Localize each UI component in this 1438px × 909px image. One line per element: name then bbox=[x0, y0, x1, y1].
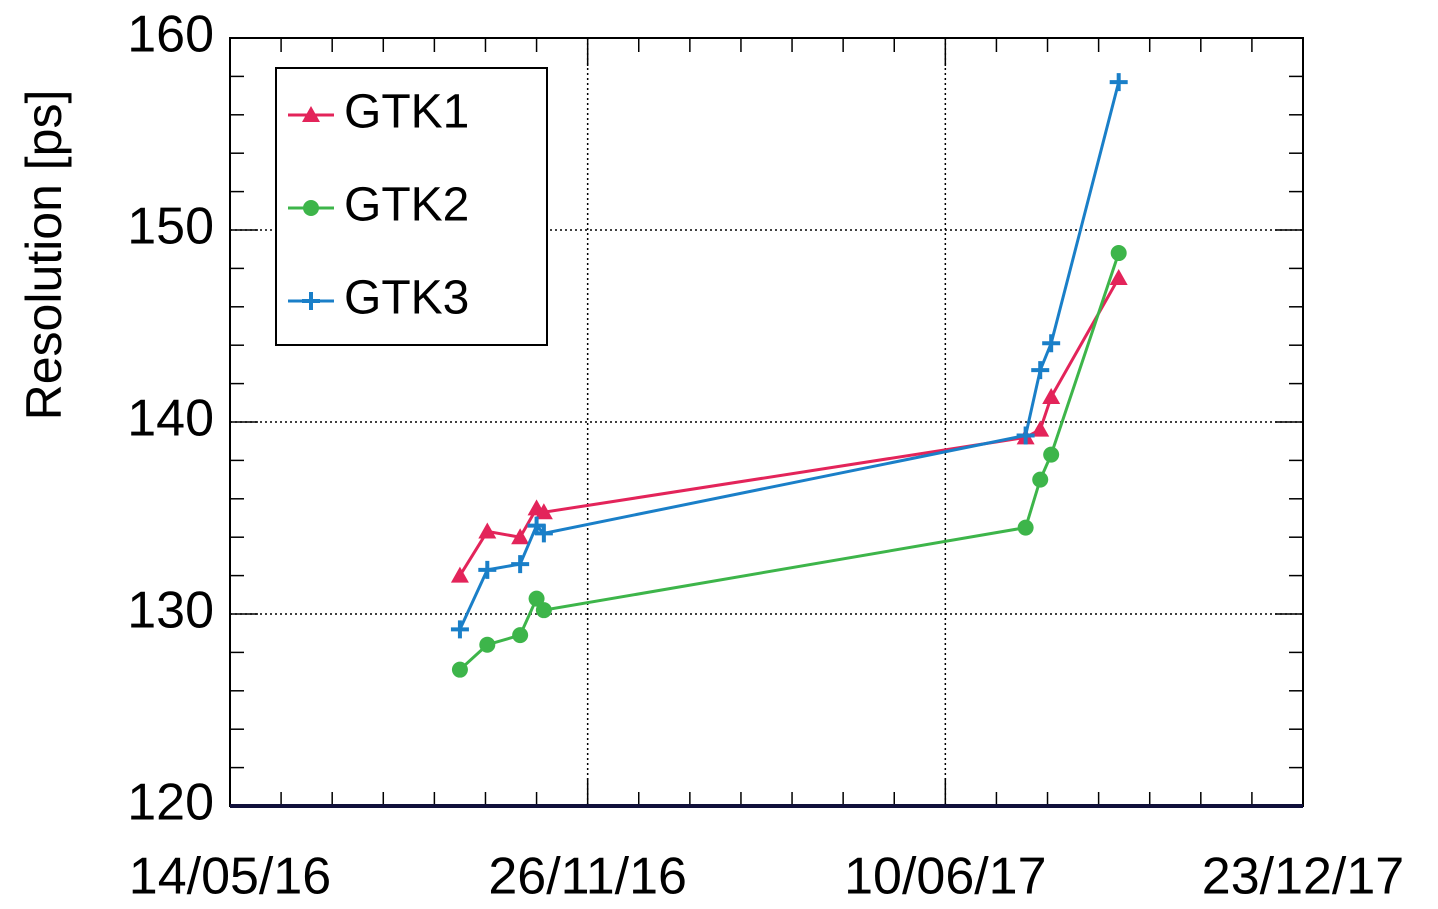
marker bbox=[450, 566, 469, 583]
series-line bbox=[458, 252, 1121, 671]
legend-label: GTK2 bbox=[344, 179, 469, 232]
marker bbox=[1042, 388, 1061, 405]
legend-label: GTK3 bbox=[344, 272, 469, 325]
marker bbox=[535, 602, 552, 619]
marker bbox=[1017, 519, 1034, 536]
y-tick-label: 140 bbox=[127, 390, 214, 448]
y-tick-label: 160 bbox=[127, 6, 214, 64]
marker bbox=[534, 503, 553, 520]
marker bbox=[478, 560, 497, 579]
y-tick-label: 150 bbox=[127, 198, 214, 256]
marker bbox=[303, 200, 319, 216]
legend-label: GTK1 bbox=[344, 86, 469, 139]
marker bbox=[511, 555, 530, 574]
marker bbox=[512, 627, 529, 644]
marker bbox=[1109, 73, 1128, 92]
y-tick-label: 130 bbox=[127, 582, 214, 640]
marker bbox=[534, 524, 553, 543]
x-tick-label: 10/06/17 bbox=[844, 848, 1046, 906]
marker bbox=[1043, 446, 1060, 463]
marker bbox=[1109, 269, 1128, 285]
marker bbox=[528, 590, 545, 607]
marker bbox=[511, 528, 530, 545]
marker bbox=[451, 661, 468, 678]
marker bbox=[1110, 245, 1127, 262]
y-tick-label: 120 bbox=[127, 774, 214, 832]
marker bbox=[1032, 471, 1049, 488]
marker bbox=[1042, 334, 1061, 353]
marker bbox=[302, 292, 320, 310]
marker bbox=[1031, 361, 1050, 380]
marker bbox=[450, 620, 469, 639]
marker bbox=[302, 106, 320, 122]
x-tick-label: 26/11/16 bbox=[488, 848, 687, 906]
x-tick-label: 23/12/17 bbox=[1202, 848, 1404, 906]
marker bbox=[1031, 420, 1050, 437]
marker bbox=[479, 636, 496, 653]
x-tick-label: 14/05/16 bbox=[129, 848, 331, 906]
marker bbox=[478, 522, 497, 539]
series-line bbox=[458, 81, 1121, 630]
marker bbox=[1016, 426, 1035, 445]
legend: GTK1 GTK2 GTK3 bbox=[275, 67, 548, 346]
y-axis-label: Resolution [ps] bbox=[16, 90, 72, 421]
